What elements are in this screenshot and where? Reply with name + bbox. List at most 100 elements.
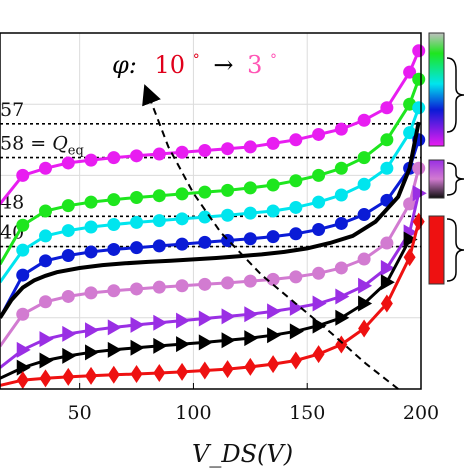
colorbar [428,32,465,285]
data-point [221,208,235,222]
data-point [62,347,77,364]
data-point [334,216,348,230]
data-point [289,351,302,370]
data-point [243,181,257,195]
phi-prefix: φ: [112,51,137,79]
data-point [39,229,53,243]
data-point [221,360,234,379]
data-point [266,272,280,286]
data-point [312,266,326,280]
data-point [130,190,144,204]
reference-line-label: 57 [0,99,24,121]
data-point [267,303,282,320]
data-point [358,295,373,312]
data-point [107,341,122,358]
data-point [334,188,348,202]
data-point [357,151,371,165]
data-point [84,153,98,167]
series-line [0,121,421,319]
data-point [84,245,98,259]
data-point [289,323,304,340]
data-point [244,357,257,376]
data-point [153,363,166,382]
data-point [198,185,212,199]
data-point [61,156,75,170]
data-point [380,259,395,276]
data-point [380,133,394,147]
series-line [0,50,421,205]
data-point [16,168,30,182]
data-point [39,369,52,388]
data-point [380,161,394,175]
data-point [84,220,98,234]
data-point [403,126,417,140]
data-point [312,223,326,237]
data-point [107,365,120,384]
data-point [84,286,98,300]
data-point [289,299,304,316]
data-point [61,289,75,303]
data-point [153,337,168,354]
data-point [266,178,280,192]
data-point [61,224,75,238]
data-point [403,248,416,267]
data-point [198,277,212,291]
phi-from: 10 [155,51,186,79]
data-point [243,140,257,154]
data-point [175,237,189,251]
data-point [85,344,100,361]
colorbar-bracket-1 [446,57,465,133]
data-point [153,314,168,331]
colorbar-segment-3 [428,215,445,285]
data-point [198,143,212,157]
series-6 [0,161,426,348]
series-2 [0,72,426,266]
data-point [412,101,426,115]
colorbar-bracket-2 [446,162,465,196]
data-point [198,361,211,380]
data-point [39,295,53,309]
data-point [130,365,143,384]
data-point [221,308,236,325]
data-point [16,243,30,257]
data-point [61,249,75,262]
colorbar-segment-2 [428,159,445,199]
data-point [358,319,371,338]
data-point [107,242,121,256]
data-point [84,195,98,209]
data-point [412,161,426,175]
data-point [16,371,29,390]
data-point [357,113,371,127]
data-point [334,122,348,136]
series-5 [0,121,421,319]
reference-line-label: 58 = Qeq [0,133,84,159]
data-point [412,44,426,58]
data-point [16,359,31,376]
data-point [130,241,144,255]
data-point [221,332,236,349]
data-point [107,193,121,207]
data-point [289,227,303,241]
data-point [130,215,144,229]
data-point [176,336,191,353]
data-point [243,206,257,220]
data-point [62,325,77,342]
data-point [152,239,166,253]
data-point [221,142,235,156]
data-point [130,339,145,356]
data-point [130,282,144,296]
data-point [175,279,189,293]
x-axis-title: V_DS(V) [192,440,293,468]
data-point [175,145,189,159]
data-point [221,276,235,290]
data-point [85,322,100,339]
data-point [289,270,303,284]
data-point [243,232,257,246]
colorbar-segment-1 [428,32,445,147]
data-point [39,352,54,369]
data-point [175,187,189,201]
data-point [198,310,213,327]
series-3 [0,101,426,284]
data-point [380,274,395,291]
